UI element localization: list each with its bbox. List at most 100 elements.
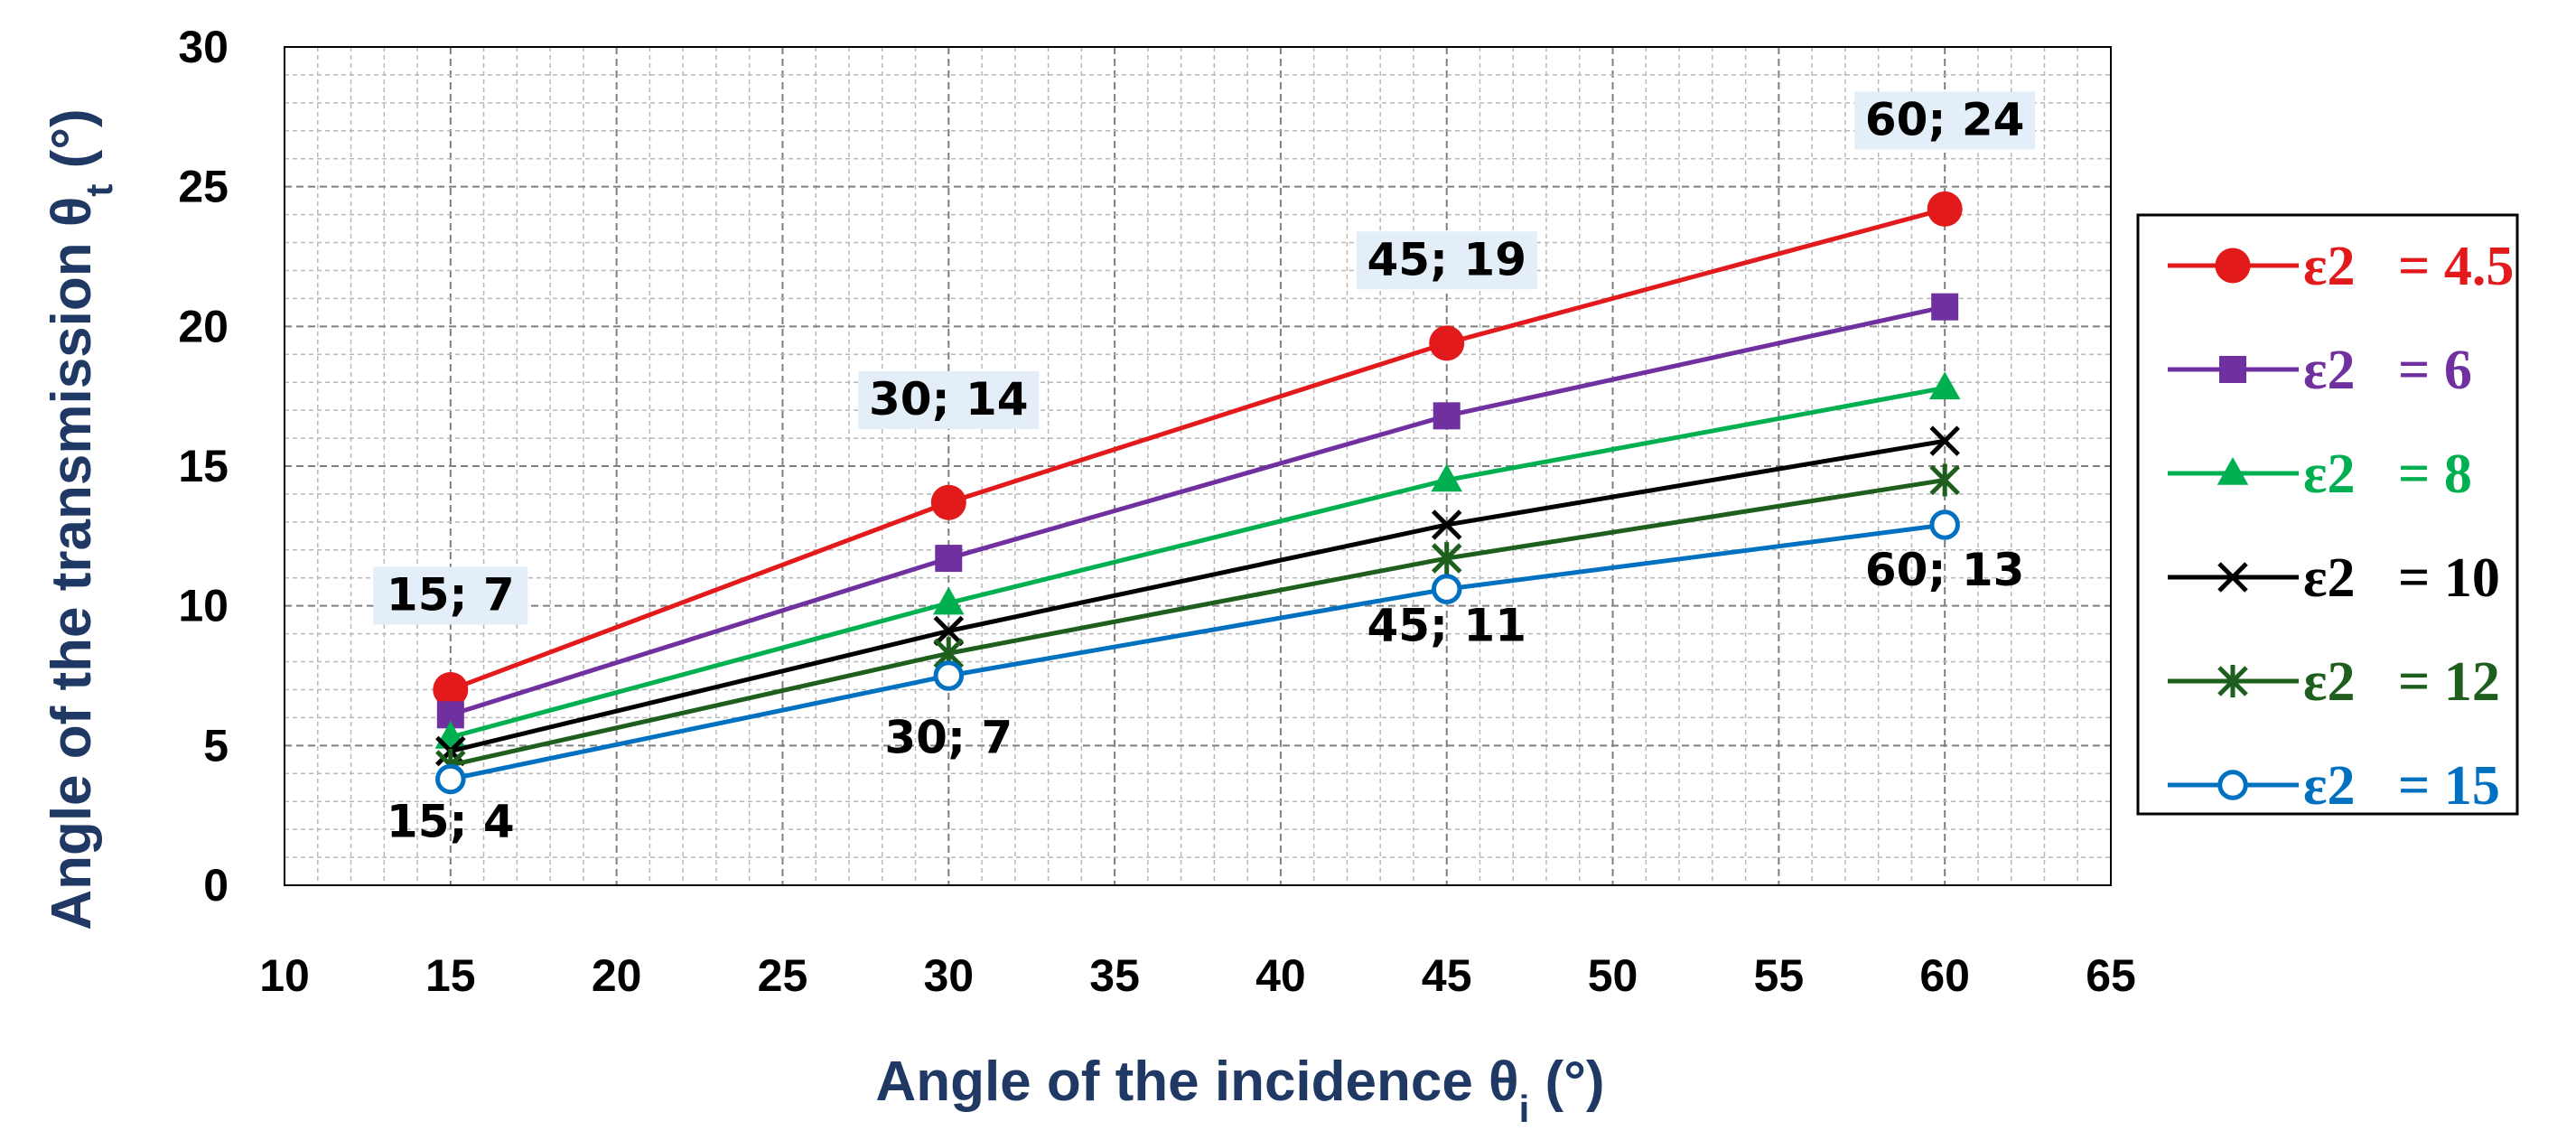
y-axis-ticks: 0 5 10 15 20 25 30 — [178, 22, 229, 911]
x-tick-label: 20 — [592, 950, 642, 1001]
legend-label-name: ε2 — [2303, 651, 2356, 713]
data-label-group: 45; 11 — [1367, 600, 1526, 652]
legend-label-value: = 4.5 — [2398, 236, 2514, 297]
legend-label-name: ε2 — [2303, 236, 2356, 297]
data-point — [1431, 463, 1462, 492]
data-label: 30; 14 — [869, 373, 1029, 425]
legend-marker — [2217, 457, 2249, 485]
data-label: 15; 7 — [387, 568, 515, 621]
data-point — [433, 671, 469, 707]
series-group — [433, 191, 1963, 795]
data-label-group: 60; 24 — [1854, 91, 2036, 150]
annotations: 15; 7 30; 14 45; 19 60; 24 15; 4 30; 7 45; 11 6… — [373, 91, 2036, 847]
series-line — [450, 477, 1946, 768]
legend-marker — [2217, 665, 2248, 697]
data-point — [1929, 425, 1960, 456]
data-point — [933, 615, 965, 647]
data-point — [1929, 463, 1960, 497]
legend-box — [2136, 213, 2519, 816]
data-point — [1927, 191, 1963, 227]
x-axis-title: Angle of the incidence θi (°) — [875, 1051, 1604, 1130]
legend-item-3: ε2 = 8 — [2168, 444, 2472, 505]
data-label: 45; 19 — [1367, 233, 1526, 285]
legend-item-4: ε2 = 10 — [2168, 547, 2500, 609]
data-label-background — [1854, 91, 2036, 150]
data-label-group: 30; 7 — [884, 711, 1013, 763]
series-1 — [433, 191, 1963, 707]
data-point — [935, 545, 963, 573]
data-point — [933, 660, 965, 691]
x-tick-label: 40 — [1255, 950, 1306, 1001]
data-point — [1429, 325, 1465, 361]
data-label-group: 15; 4 — [387, 795, 515, 847]
series-4 — [435, 425, 1960, 767]
gridlines — [284, 46, 2112, 886]
legend-label-value: = 10 — [2398, 547, 2500, 609]
data-point — [1928, 371, 1961, 400]
legend-marker — [2217, 562, 2248, 593]
data-label-background — [858, 370, 1040, 429]
data-point — [1431, 542, 1462, 575]
data-point — [933, 586, 965, 615]
legend-item-5: ε2 = 12 — [2168, 651, 2500, 713]
data-label-group: 30; 14 — [858, 370, 1040, 429]
data-label-background — [1356, 231, 1537, 290]
series-line — [450, 522, 1946, 781]
data-label-group: 60; 13 — [1865, 544, 2025, 596]
legend-label-value: = 8 — [2398, 444, 2472, 505]
data-label-group: 15; 7 — [373, 566, 528, 625]
data-label-background — [373, 566, 528, 625]
legend-label-name: ε2 — [2303, 340, 2356, 401]
x-tick-label: 25 — [758, 950, 808, 1001]
data-label-group: 45; 19 — [1356, 231, 1537, 290]
legend-marker — [2215, 248, 2251, 284]
data-point — [1431, 574, 1462, 604]
data-point — [1929, 509, 1960, 540]
legend-label-value: = 12 — [2398, 651, 2500, 713]
series-6 — [435, 509, 1960, 795]
y-axis-title: Angle of the transmission θt (°) — [41, 108, 120, 930]
series-line — [450, 304, 1946, 717]
series-line — [450, 438, 1946, 753]
legend-label-name: ε2 — [2303, 547, 2356, 609]
data-point — [435, 763, 466, 795]
legend-item-1: ε2 = 4.5 — [2168, 236, 2514, 297]
x-tick-label: 45 — [1422, 950, 1472, 1001]
data-label: 15; 4 — [387, 795, 515, 847]
legend-item-2: ε2 = 6 — [2168, 340, 2472, 401]
y-tick-label: 5 — [203, 720, 229, 771]
legend: ε2 = 4.5 ε2 = 6 ε2 = 8 ε2 = 10 ε2 = 12 ε2 = 15 — [2136, 213, 2519, 817]
data-label: 60; 13 — [1865, 544, 2025, 596]
data-point — [1431, 509, 1462, 540]
data-point — [1433, 402, 1461, 430]
x-tick-label: 65 — [2086, 950, 2136, 1001]
series-line — [450, 385, 1946, 740]
data-label: 60; 24 — [1865, 94, 2025, 146]
plot-area — [284, 46, 2112, 886]
data-label: 45; 11 — [1367, 600, 1526, 652]
data-label: 30; 7 — [884, 711, 1013, 763]
legend-item-6: ε2 = 15 — [2168, 755, 2500, 817]
y-tick-label: 10 — [178, 581, 229, 631]
y-tick-label: 25 — [178, 162, 229, 212]
x-tick-label: 50 — [1588, 950, 1638, 1001]
x-tick-label: 55 — [1754, 950, 1805, 1001]
legend-marker — [2219, 356, 2246, 383]
data-point — [930, 484, 966, 520]
y-tick-label: 15 — [178, 441, 229, 491]
legend-label-name: ε2 — [2303, 755, 2356, 817]
y-tick-label: 20 — [178, 301, 229, 351]
y-tick-label: 0 — [203, 860, 229, 911]
x-axis-ticks: 10 15 20 25 30 35 40 45 50 55 60 65 — [259, 950, 2136, 1001]
series-5 — [435, 463, 1960, 781]
x-tick-label: 35 — [1089, 950, 1140, 1001]
legend-marker — [2217, 770, 2248, 800]
x-tick-label: 10 — [259, 950, 310, 1001]
x-tick-label: 30 — [923, 950, 974, 1001]
legend-label-value: = 6 — [2398, 340, 2472, 401]
series-line — [449, 206, 1946, 692]
data-point — [1931, 293, 1959, 321]
x-tick-label: 15 — [425, 950, 476, 1001]
